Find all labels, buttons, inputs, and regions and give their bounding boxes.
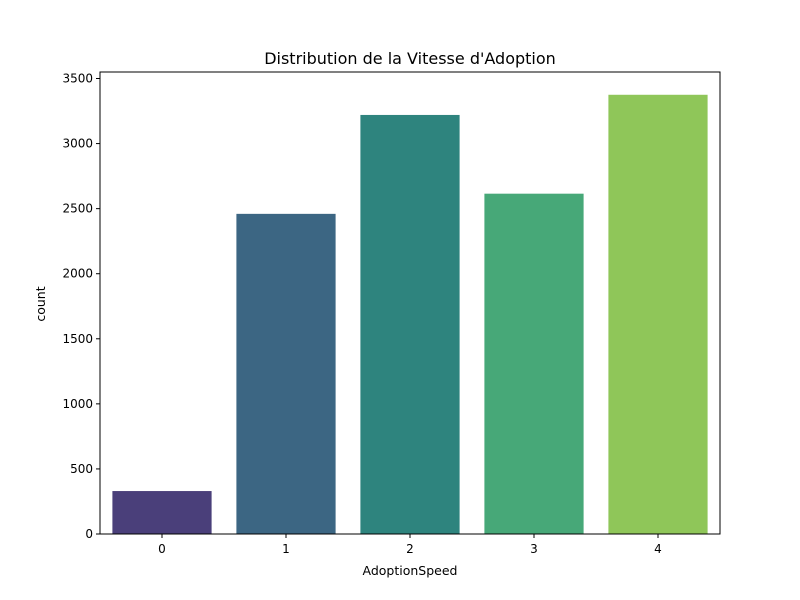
x-axis-label: AdoptionSpeed	[363, 563, 458, 578]
y-axis: 0 500 1000 1500 2000 2500 3000 3500	[62, 72, 100, 541]
y-tick-label-2500: 2500	[62, 202, 93, 216]
y-tick-label-500: 500	[70, 462, 93, 476]
y-tick-label-0: 0	[85, 527, 93, 541]
y-tick-label-3000: 3000	[62, 137, 93, 151]
bar-0	[112, 491, 212, 534]
x-tick-label-3: 3	[530, 542, 538, 556]
chart-title: Distribution de la Vitesse d'Adoption	[264, 49, 556, 68]
bar-4	[608, 94, 708, 534]
y-tick-label-1000: 1000	[62, 397, 93, 411]
x-tick-label-1: 1	[282, 542, 290, 556]
bar-3	[484, 193, 584, 534]
plot-frame	[99, 71, 721, 535]
y-axis-label: count	[33, 286, 48, 321]
x-tick-label-2: 2	[406, 542, 414, 556]
y-tick-label-1500: 1500	[62, 332, 93, 346]
x-axis: 0 1 2 3 4	[158, 534, 662, 556]
x-tick-label-0: 0	[158, 542, 166, 556]
y-tick-label-2000: 2000	[62, 267, 93, 281]
y-tick-label-3500: 3500	[62, 72, 93, 86]
bar-1	[236, 213, 336, 534]
bars-group	[112, 94, 708, 535]
x-tick-label-4: 4	[654, 542, 662, 556]
bar-2	[360, 114, 460, 535]
